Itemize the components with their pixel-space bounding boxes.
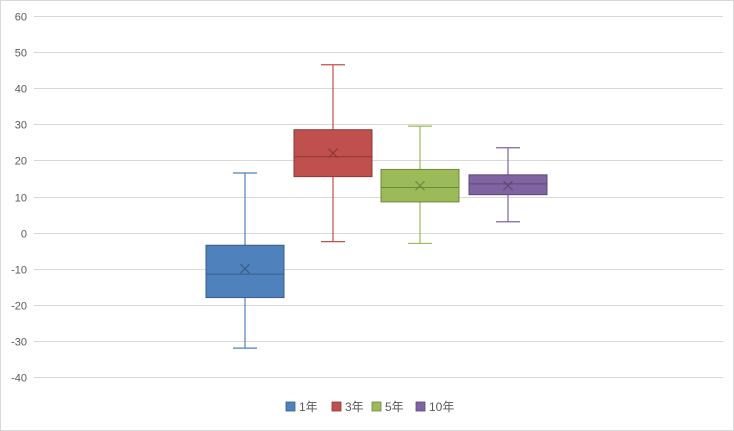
mean-marker [503,180,513,191]
box-body [468,174,548,196]
mean-marker [240,263,250,274]
legend: 1年 3年 5年 10年 [285,400,454,414]
legend-label: 1年 [299,400,318,414]
legend-item-3: 5年 [371,400,404,414]
box-4 [468,147,548,223]
legend-label: 3年 [345,400,364,414]
mean-marker [415,180,425,191]
mean-marker [328,148,338,159]
box-2 [293,64,373,243]
legend-item-2: 3年 [331,400,364,414]
y-axis: 60 50 40 30 20 10 0 -10 -20 -30 -40 [11,12,27,385]
legend-label: 10年 [429,400,454,414]
y-tick-label: -30 [11,337,27,349]
y-tick-label: 20 [15,156,27,168]
legend-swatch [415,401,426,412]
box-3 [380,125,460,245]
y-tick-label: 60 [15,12,27,24]
y-tick-label: -20 [11,301,27,313]
legend-item-1: 1年 [285,400,318,414]
gridlines [34,16,723,378]
y-tick-label: 10 [15,193,27,205]
legend-swatch [371,401,382,412]
legend-item-4: 10年 [415,400,454,414]
legend-swatch [285,401,296,412]
y-tick-label: 0 [21,229,27,241]
legend-swatch [331,401,342,412]
y-tick-label: 50 [15,48,27,60]
y-tick-label: 40 [15,84,27,96]
y-tick-label: -10 [11,265,27,277]
box-body [293,129,373,178]
y-tick-label: 30 [15,120,27,132]
legend-label: 5年 [385,400,404,414]
box-body [205,244,285,299]
box-series [205,64,548,349]
box-1 [205,172,285,349]
y-tick-label: -40 [11,373,27,385]
